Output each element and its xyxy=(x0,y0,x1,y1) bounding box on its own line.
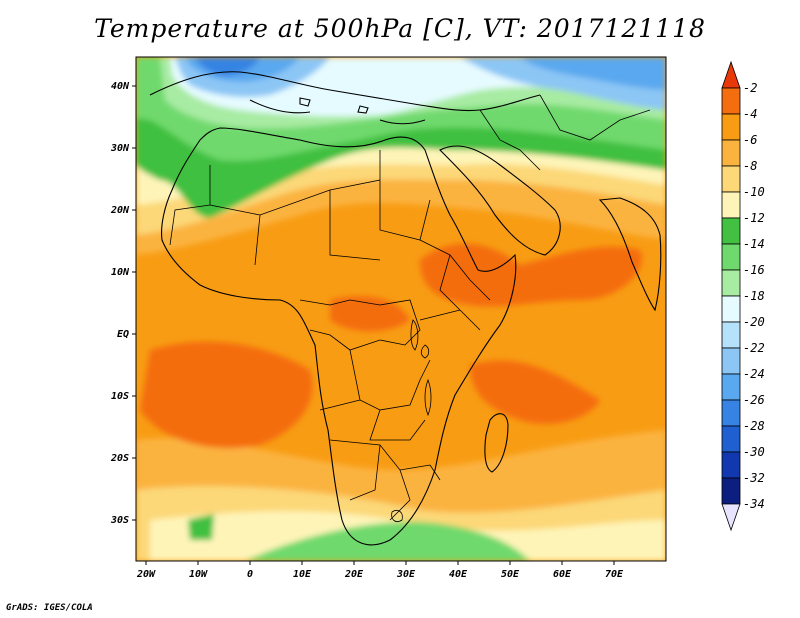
y-tick-label: 20N xyxy=(110,205,130,216)
border-lakes xyxy=(410,319,432,417)
colorbar-swatch xyxy=(721,87,741,115)
colorbar-swatch xyxy=(721,269,741,297)
y-tick-label: 40N xyxy=(111,81,130,92)
colorbar-swatch xyxy=(721,217,741,245)
colorbar-label: -10 xyxy=(743,185,765,199)
colorbar-label: -18 xyxy=(743,289,765,303)
colorbar-label: -32 xyxy=(743,471,765,485)
border-south-africa-lesotho xyxy=(391,510,403,522)
colorbar-swatch xyxy=(721,399,741,427)
mediterranean-islands xyxy=(299,97,369,114)
colorbar-swatch xyxy=(721,451,741,479)
x-tick-label: 50E xyxy=(501,569,520,580)
border-southern xyxy=(329,439,441,521)
colorbar-swatch xyxy=(721,243,741,271)
country-borders xyxy=(169,94,651,522)
field-warm-horn xyxy=(420,243,642,307)
field-warm-central xyxy=(330,296,410,332)
colorbar-label: -26 xyxy=(743,393,765,407)
x-axis: 20W 10W 0 10E 20E 30E 40E 50E 60E 70E xyxy=(136,561,624,580)
colorbar-swatch xyxy=(721,373,741,401)
colorbar-label: -16 xyxy=(743,263,765,277)
x-tick-label: 20E xyxy=(344,569,364,580)
y-axis: 40N 30N 20N 10N EQ 10S 20S 30S xyxy=(110,81,136,526)
y-tick-label: EQ xyxy=(117,329,129,340)
field-south-green-patch xyxy=(188,514,214,540)
colorbar-swatch xyxy=(721,477,741,505)
x-tick-label: 10E xyxy=(293,569,312,580)
colorbar-swatch xyxy=(721,165,741,193)
colorbar-label: -30 xyxy=(743,445,765,459)
coastlines xyxy=(149,71,662,546)
colorbar-swatch xyxy=(721,113,741,141)
colorbar-label: -34 xyxy=(743,497,765,511)
arabia-coastline xyxy=(439,145,561,256)
colorbar-label: -14 xyxy=(743,237,765,251)
y-tick-label: 30N xyxy=(110,143,130,154)
field-north-blue-east-dark xyxy=(520,57,666,90)
colorbar-swatch xyxy=(721,295,741,323)
colorbar-bottom-triangle xyxy=(721,503,741,532)
y-tick-label: 30S xyxy=(110,515,129,526)
x-tick-label: 40E xyxy=(449,569,468,580)
colorbar-top-triangle xyxy=(721,60,741,89)
y-tick-label: 20S xyxy=(110,453,129,464)
colorbar-label: -22 xyxy=(743,341,765,355)
colorbar-swatch xyxy=(721,347,741,375)
x-tick-label: 0 xyxy=(247,569,253,580)
border-sahara xyxy=(169,150,431,266)
colorbar-swatch xyxy=(721,139,741,167)
colorbar-label: -8 xyxy=(743,159,757,173)
credit-text: GrADS: IGES/COLA xyxy=(6,603,93,613)
colorbar-swatch xyxy=(721,321,741,349)
madagascar-coastline xyxy=(484,413,509,473)
y-tick-label: 10N xyxy=(111,267,130,278)
colorbar-label: -12 xyxy=(743,211,765,225)
temperature-field xyxy=(136,57,666,561)
colorbar-swatch xyxy=(721,191,741,219)
field-warm-indian xyxy=(470,360,600,424)
india-coastline xyxy=(598,197,662,312)
field-warm-atlantic xyxy=(140,341,313,449)
border-east xyxy=(419,239,491,331)
x-tick-label: 60E xyxy=(553,569,572,580)
colorbar-label: -6 xyxy=(743,133,757,147)
x-tick-label: 20W xyxy=(136,569,156,580)
border-middle-east xyxy=(479,94,651,171)
map-title: Temperature at 500hPa [C], VT: 201712111… xyxy=(94,14,706,43)
x-tick-label: 10W xyxy=(189,569,208,580)
colorbar-label: -20 xyxy=(743,315,765,329)
x-tick-label: 70E xyxy=(605,569,624,580)
africa-coastline xyxy=(161,127,517,546)
colorbar-label: -24 xyxy=(743,367,765,381)
colorbar-swatch xyxy=(721,425,741,453)
field-north-deep-blue xyxy=(195,57,260,76)
colorbar-label: -4 xyxy=(743,107,757,121)
x-tick-label: 30E xyxy=(396,569,416,580)
plot-frame xyxy=(135,56,667,562)
colorbar-label: -2 xyxy=(743,81,757,95)
colorbar-label: -28 xyxy=(743,419,765,433)
colorbar: -2 -4 -6 -8 -10 -12 -14 -16 -18 -20 -22 -24 -26 -28 -3… xyxy=(721,60,765,532)
border-central xyxy=(299,299,431,441)
y-tick-label: 10S xyxy=(111,391,129,402)
